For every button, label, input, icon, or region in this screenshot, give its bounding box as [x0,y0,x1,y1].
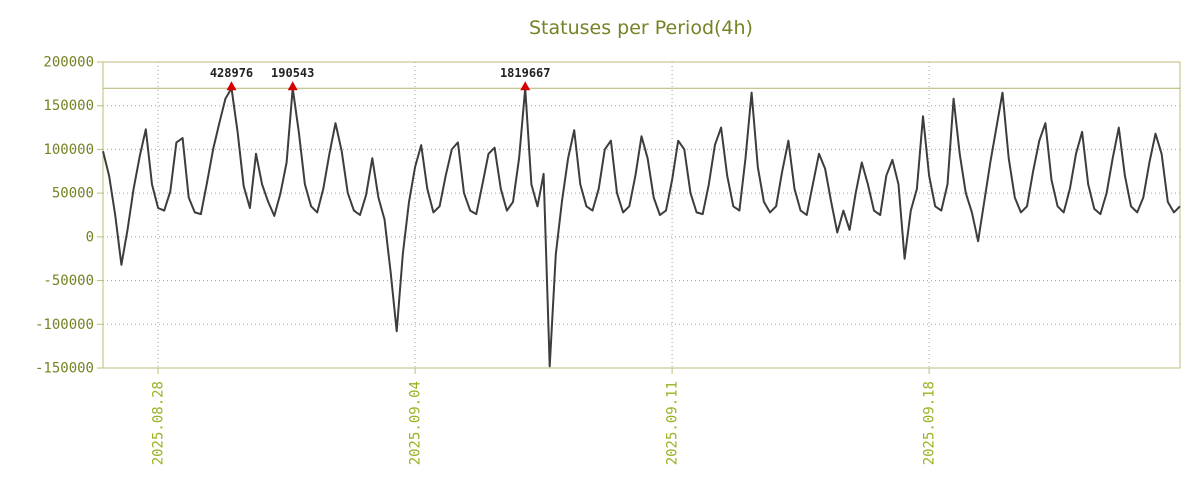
peak-marker-icon [520,81,531,91]
peak-value-label: 1819667 [500,66,551,80]
peak-value-label: 190543 [271,66,314,80]
y-axis-tick-label: 200000 [43,55,94,71]
y-axis-tick-label: -150000 [35,361,94,377]
x-axis-tick-label: 2025.09.11 [665,381,681,465]
y-axis-tick-label: 150000 [43,98,94,114]
y-axis-tick-label: 0 [86,229,94,245]
y-axis-tick-label: 50000 [52,186,94,202]
y-axis-tick-label: 100000 [43,142,94,158]
data-series-line [102,87,1181,368]
y-axis-tick-label: -100000 [35,317,94,333]
x-axis-labels: 2025.08.28 2025.09.04 2025.09.11 2025.09.18 [151,368,938,465]
y-axis-labels: 200000 150000 100000 50000 0 -50000 -100000 -15… [35,55,103,377]
y-axis-tick-label: -50000 [43,273,94,289]
x-axis-tick-label: 2025.08.28 [151,381,167,465]
chart-title: Statuses per Period(4h) [529,17,753,39]
peak-marker-icon [287,81,298,91]
peak-value-label: 428976 [210,66,253,80]
plot-border [102,61,1181,369]
x-axis-tick-label: 2025.09.04 [408,381,424,465]
x-axis-tick-label: 2025.09.18 [922,381,938,465]
peak-marker-icon [226,81,237,91]
peak-annotations: 428976 190543 1819667 [210,66,551,91]
vertical-gridlines [157,62,930,368]
